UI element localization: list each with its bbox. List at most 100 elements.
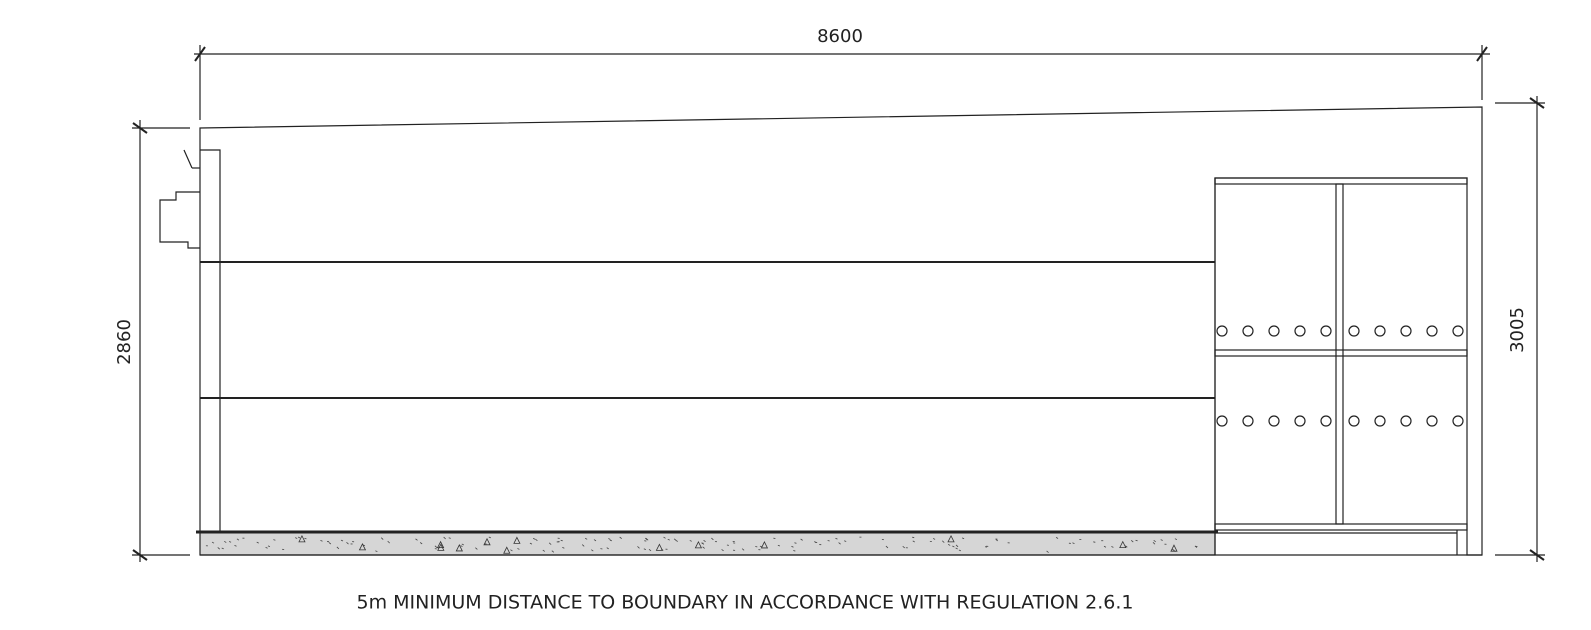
speck [320, 540, 323, 542]
speck [791, 545, 794, 548]
speck [689, 540, 692, 542]
speck [551, 550, 555, 553]
fixture [159, 191, 200, 249]
speck [1194, 545, 1198, 548]
speck [1130, 540, 1134, 543]
speck [648, 549, 652, 552]
speck [460, 545, 463, 547]
aggregate [694, 540, 703, 549]
speck [295, 537, 298, 539]
hole [1400, 415, 1412, 427]
speck [560, 539, 563, 542]
speck [548, 542, 552, 545]
speck [1046, 550, 1049, 553]
speck [221, 547, 224, 550]
gate-holes [1216, 325, 1464, 427]
width-dimension: 8600 [817, 26, 863, 47]
speck [955, 547, 958, 550]
aggregate [655, 543, 664, 551]
hole [1320, 325, 1332, 337]
hole [1426, 325, 1438, 337]
speck [375, 550, 378, 553]
speck [542, 549, 546, 552]
speck [995, 539, 999, 542]
speck [777, 544, 781, 547]
speck [387, 540, 390, 544]
hole [1374, 415, 1386, 427]
aggregate [513, 536, 521, 544]
speck [535, 538, 538, 542]
speck [434, 545, 438, 548]
speck [510, 549, 513, 552]
speck [793, 550, 796, 552]
speck [304, 537, 307, 540]
speck [415, 538, 418, 541]
aggregate [298, 534, 306, 543]
speck [794, 542, 797, 544]
speck [721, 549, 724, 552]
speck [529, 542, 533, 545]
dimension-lines [132, 45, 1545, 562]
speck [800, 538, 803, 541]
speck [1152, 542, 1156, 545]
aggregate [437, 543, 445, 551]
speck [297, 536, 301, 539]
speck [581, 544, 585, 547]
hole [1374, 325, 1386, 337]
speck [741, 548, 745, 551]
speck [947, 544, 951, 546]
speck [336, 546, 340, 550]
right-height-dimension: 3005 [1507, 307, 1528, 353]
speck [703, 539, 706, 542]
aggregate [760, 541, 769, 549]
speck [606, 547, 609, 550]
speck [711, 537, 714, 541]
speck [1072, 542, 1075, 544]
speck [932, 538, 936, 540]
speck [941, 540, 945, 543]
caption: 5m MINIMUM DISTANCE TO BOUNDARY IN ACCOR… [357, 592, 1134, 614]
speck [1055, 537, 1059, 539]
speck [844, 540, 847, 542]
speck [961, 537, 965, 540]
concrete-speckle [205, 534, 1198, 554]
gate-mid-rail [1214, 349, 1468, 357]
aggregate [947, 534, 955, 543]
speck [436, 546, 439, 549]
concrete-base [199, 531, 1216, 556]
hole [1400, 325, 1412, 337]
speck [1103, 545, 1107, 548]
speck [645, 537, 649, 541]
speck [902, 545, 905, 549]
speck [234, 545, 237, 547]
speck [267, 545, 271, 547]
speck [584, 537, 588, 540]
speck [675, 539, 678, 542]
left-height-dimension: 2860 [114, 319, 135, 365]
hole [1268, 325, 1280, 337]
speck [562, 546, 565, 549]
speck [211, 541, 215, 544]
speck [517, 548, 520, 550]
hole [1294, 325, 1306, 337]
aggregate [1119, 540, 1127, 549]
speck [380, 537, 384, 540]
hole [1348, 325, 1360, 337]
aggregate [455, 544, 463, 552]
speck [701, 542, 705, 545]
speck [475, 547, 478, 550]
speck [702, 546, 705, 549]
speck [955, 544, 959, 548]
speck [1160, 539, 1163, 541]
aggregate [1170, 544, 1178, 552]
speck [593, 539, 597, 542]
speck [663, 536, 666, 539]
speck [346, 541, 349, 545]
gate-top-rail [1214, 177, 1468, 185]
hole [1452, 325, 1464, 337]
speck [838, 542, 841, 545]
hole [1348, 415, 1360, 427]
speck [488, 536, 491, 539]
speck [217, 547, 221, 550]
